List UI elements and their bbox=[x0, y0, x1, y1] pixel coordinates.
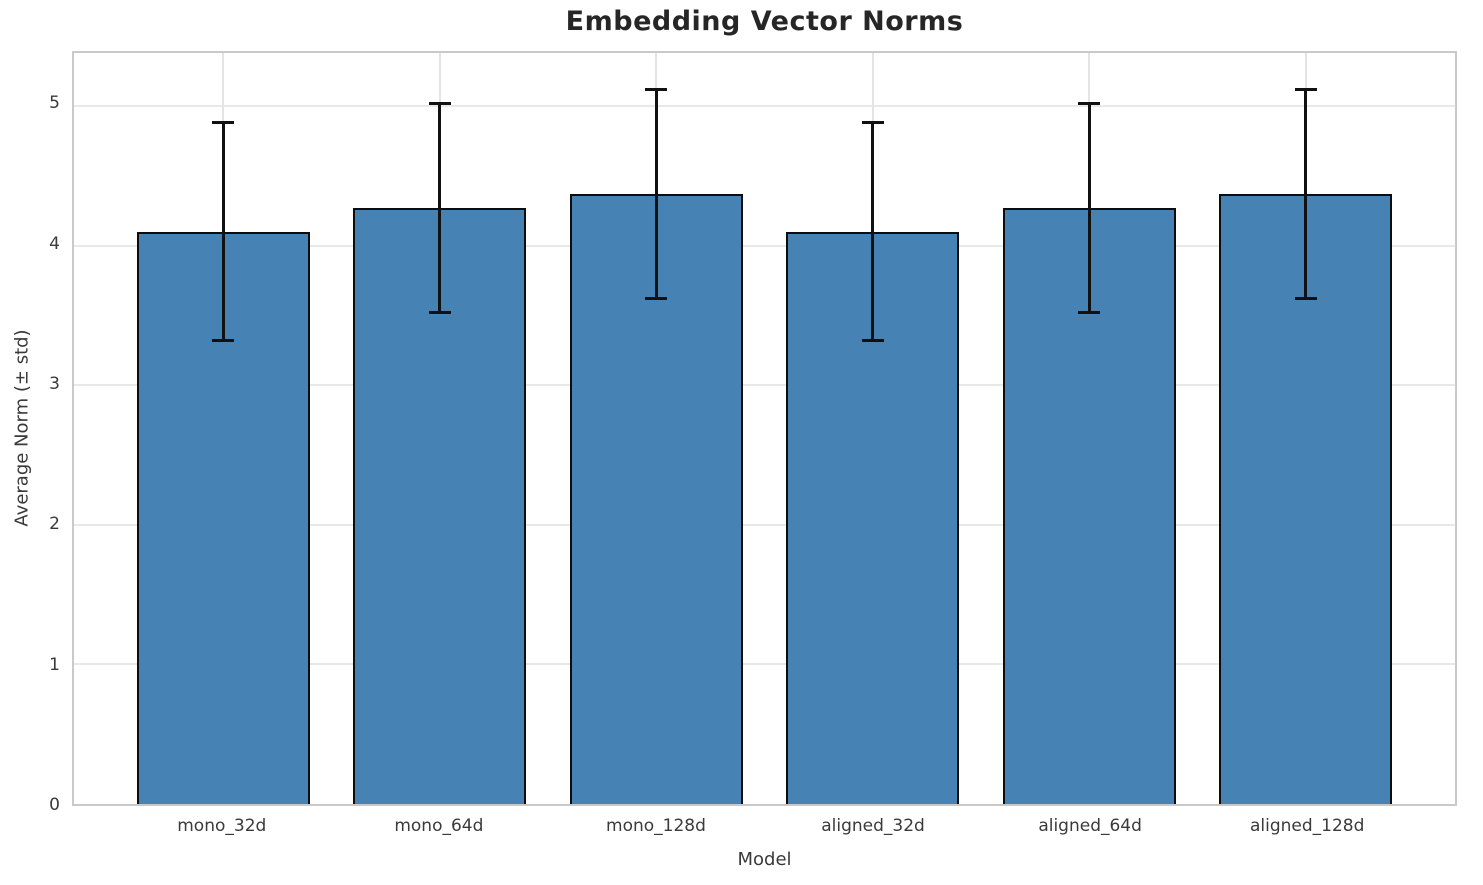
y-tick-label-1: 1 bbox=[49, 654, 60, 675]
y-tick-label-5: 5 bbox=[49, 93, 60, 114]
bar-mono_32d bbox=[136, 231, 310, 804]
y-tick-label-4: 4 bbox=[49, 233, 60, 254]
x-tick-label-aligned_32d: aligned_32d bbox=[821, 816, 925, 836]
x-tick-label-mono_32d: mono_32d bbox=[177, 816, 267, 836]
error-bar-line-aligned_64d bbox=[1087, 103, 1091, 313]
error-bar-cap-bottom-mono_128d bbox=[645, 297, 668, 301]
error-bar-cap-bottom-mono_64d bbox=[428, 311, 451, 315]
error-bar-line-aligned_32d bbox=[871, 122, 875, 341]
h-gridline-4 bbox=[74, 244, 1455, 247]
error-bar-cap-top-aligned_128d bbox=[1294, 87, 1317, 91]
error-bar-cap-bottom-mono_32d bbox=[212, 339, 235, 343]
x-tick-label-aligned_128d: aligned_128d bbox=[1249, 816, 1365, 836]
h-gridline-1 bbox=[74, 663, 1455, 666]
error-bar-cap-top-mono_128d bbox=[645, 87, 668, 91]
error-bar-cap-top-mono_64d bbox=[428, 101, 451, 105]
error-bar-cap-top-aligned_32d bbox=[861, 121, 884, 125]
error-bar-cap-bottom-aligned_32d bbox=[861, 339, 884, 343]
y-tick-label-3: 3 bbox=[49, 373, 60, 394]
x-tick-label-aligned_64d: aligned_64d bbox=[1038, 816, 1142, 836]
h-gridline-5 bbox=[74, 105, 1455, 108]
error-bar-line-mono_128d bbox=[654, 89, 658, 299]
y-tick-label-0: 0 bbox=[49, 795, 60, 815]
chart-title: Embedding Vector Norms bbox=[565, 6, 964, 37]
x-tick-label-mono_128d: mono_128d bbox=[606, 816, 706, 836]
error-bar-line-mono_64d bbox=[438, 103, 442, 313]
error-bar-cap-bottom-aligned_64d bbox=[1078, 311, 1101, 315]
error-bar-line-mono_32d bbox=[221, 122, 225, 341]
x-tick-label-mono_64d: mono_64d bbox=[394, 816, 484, 836]
h-gridline-2 bbox=[74, 523, 1455, 526]
x-axis-label: Model bbox=[737, 849, 792, 870]
h-gridline-3 bbox=[74, 384, 1455, 387]
y-tick-label-2: 2 bbox=[49, 514, 60, 535]
plot-area bbox=[72, 51, 1457, 806]
error-bar-cap-top-aligned_64d bbox=[1078, 101, 1101, 105]
error-bar-cap-top-mono_32d bbox=[212, 121, 235, 125]
y-axis-label: Average Norm (± std) bbox=[11, 329, 33, 527]
error-bar-cap-bottom-aligned_128d bbox=[1294, 297, 1317, 301]
error-bar-line-aligned_128d bbox=[1304, 89, 1308, 299]
